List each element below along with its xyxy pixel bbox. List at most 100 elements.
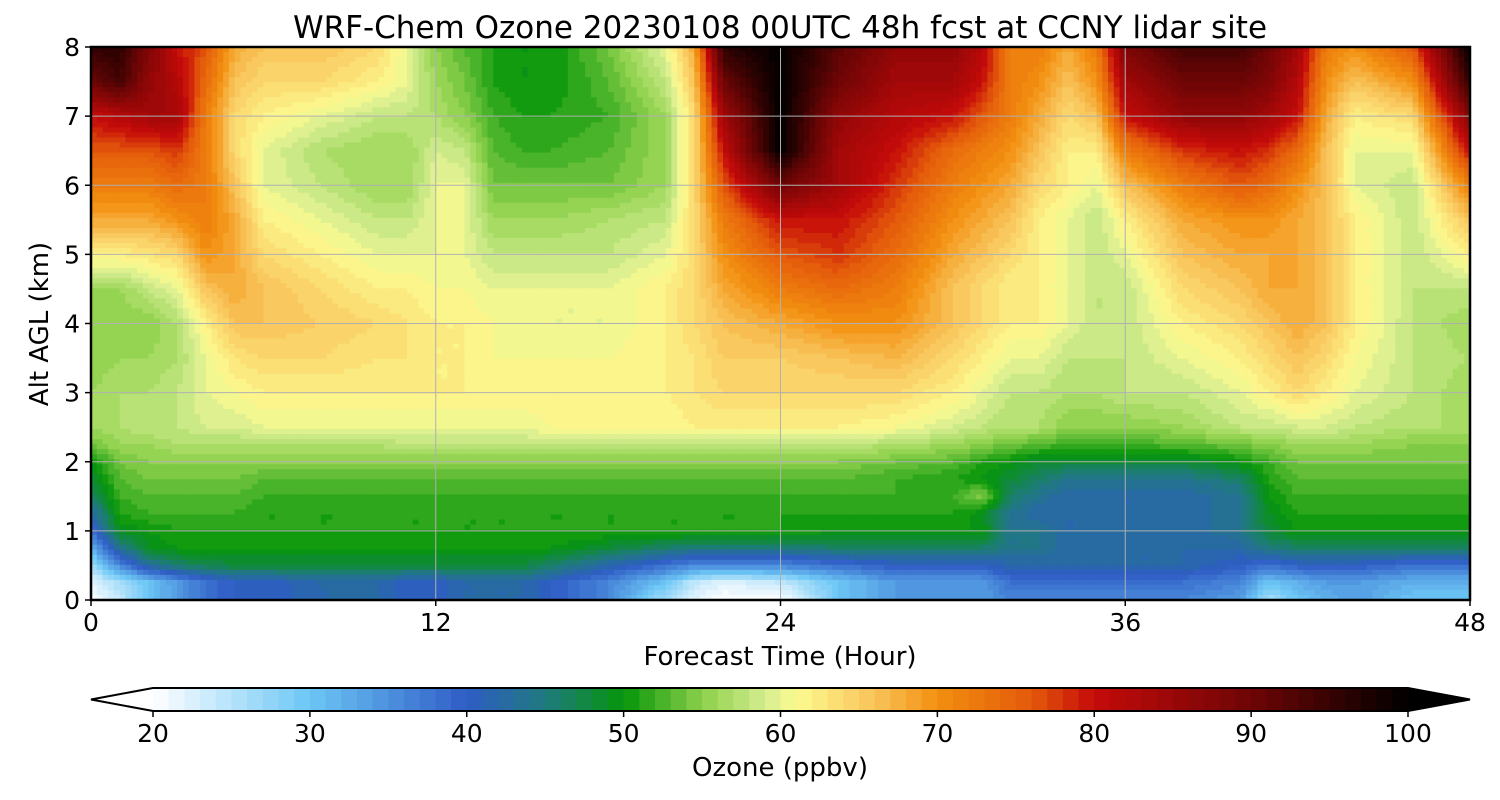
colorbar-bin: [1047, 688, 1064, 711]
colorbar-bin: [1000, 688, 1017, 711]
y-tick-label: 5: [64, 240, 80, 269]
x-tick-label: 24: [765, 608, 797, 637]
colorbar-tick-label: 100: [1384, 719, 1432, 748]
colorbar-bin: [231, 688, 248, 711]
colorbar: [90, 687, 1471, 712]
colorbar-tick-label: 60: [765, 719, 797, 748]
colorbar-bin: [1015, 688, 1032, 711]
colorbar-bin: [576, 688, 593, 711]
colorbar-bin: [1141, 688, 1158, 711]
colorbar-bin: [858, 688, 876, 711]
colorbar-bin: [702, 688, 719, 711]
colorbar-bin: [953, 688, 970, 711]
colorbar-bin: [984, 688, 1001, 711]
colorbar-bin: [1094, 688, 1111, 711]
colorbar-bin: [435, 688, 452, 711]
colorbar-bin: [309, 688, 327, 711]
colorbar-bin: [592, 688, 609, 711]
colorbar-bin: [1109, 688, 1127, 711]
colorbar-bin: [764, 688, 781, 711]
colorbar-bin: [451, 688, 468, 711]
colorbar-bin: [1313, 688, 1331, 711]
colorbar-bin: [968, 688, 985, 711]
colorbar-bin: [325, 688, 342, 711]
colorbar-bin: [466, 688, 483, 711]
colorbar-bin: [482, 688, 499, 711]
colorbar-bin: [1360, 688, 1378, 711]
colorbar-bin: [1376, 688, 1393, 711]
colorbar-bin: [153, 688, 170, 711]
x-axis: 0 12 24 36 48: [83, 600, 1486, 637]
colorbar-bin: [247, 688, 264, 711]
colorbar-bin: [278, 688, 295, 711]
colorbar-bin: [200, 688, 217, 711]
colorbar-ticks: 20 30 40 50 60 70 80 90 100: [137, 711, 1432, 748]
colorbar-extend-high: [1408, 688, 1470, 711]
colorbar-bin: [827, 688, 844, 711]
y-tick-label: 6: [64, 171, 80, 200]
colorbar-bin: [874, 688, 891, 711]
colorbar-bin: [356, 688, 374, 711]
y-tick-label: 8: [64, 33, 80, 62]
colorbar-bin: [655, 688, 672, 711]
colorbar-bin: [168, 688, 185, 711]
colorbar-bin: [1345, 688, 1362, 711]
colorbar-bin: [1298, 688, 1315, 711]
colorbar-tick-label: 40: [451, 719, 483, 748]
colorbar-bin: [404, 688, 421, 711]
colorbar-bin: [294, 688, 311, 711]
colorbar-bin: [513, 688, 530, 711]
colorbar-bin: [1157, 688, 1174, 711]
colorbar-bin: [1188, 688, 1205, 711]
colorbar-tick-label: 20: [137, 719, 169, 748]
colorbar-bin: [372, 688, 389, 711]
colorbar-bin: [890, 688, 907, 711]
colorbar-bin: [388, 688, 405, 711]
colorbar-bin: [780, 688, 797, 711]
colorbar-bin: [686, 688, 703, 711]
colorbar-bin: [1062, 688, 1080, 711]
colorbar-bin: [670, 688, 687, 711]
colorbar-bin: [811, 688, 829, 711]
y-axis-label: Alt AGL (km): [25, 242, 55, 406]
colorbar-extend-low: [91, 688, 153, 711]
colorbar-bin: [1219, 688, 1236, 711]
colorbar-bin: [1266, 688, 1283, 711]
x-tick-label: 0: [83, 608, 99, 637]
colorbar-bin: [623, 688, 640, 711]
y-tick-label: 7: [64, 102, 80, 131]
y-axis: 0 1 2 3 4 5 6 7 8: [64, 33, 91, 615]
colorbar-tick-label: 30: [294, 719, 326, 748]
colorbar-bin: [262, 688, 279, 711]
colorbar-bin: [1078, 688, 1095, 711]
y-tick-label: 2: [64, 448, 80, 477]
y-tick-label: 1: [64, 517, 80, 546]
colorbar-bin: [607, 688, 625, 711]
colorbar-tick-label: 50: [608, 719, 640, 748]
colorbar-bin: [1235, 688, 1252, 711]
colorbar-bin: [1172, 688, 1189, 711]
colorbar-bin: [341, 688, 358, 711]
colorbar-bin: [843, 688, 860, 711]
colorbar-bin: [1031, 688, 1048, 711]
colorbar-label: Ozone (ppbv): [692, 753, 868, 783]
colorbar-bin: [1125, 688, 1142, 711]
colorbar-tick-label: 70: [921, 719, 953, 748]
colorbar-bin: [1329, 688, 1346, 711]
colorbar-bin: [921, 688, 938, 711]
colorbar-bin: [1282, 688, 1299, 711]
x-axis-label: Forecast Time (Hour): [643, 642, 916, 672]
colorbar-bin: [184, 688, 201, 711]
x-tick-label: 36: [1109, 608, 1141, 637]
colorbar-bin: [529, 688, 546, 711]
x-tick-label: 48: [1454, 608, 1486, 637]
y-tick-label: 0: [64, 586, 80, 615]
y-tick-label: 3: [64, 379, 80, 408]
colorbar-bin: [545, 688, 562, 711]
colorbar-tick-label: 80: [1078, 719, 1110, 748]
colorbar-bin: [733, 688, 750, 711]
colorbar-bin: [498, 688, 515, 711]
colorbar-bin: [906, 688, 923, 711]
ozone-field: [91, 47, 1470, 600]
